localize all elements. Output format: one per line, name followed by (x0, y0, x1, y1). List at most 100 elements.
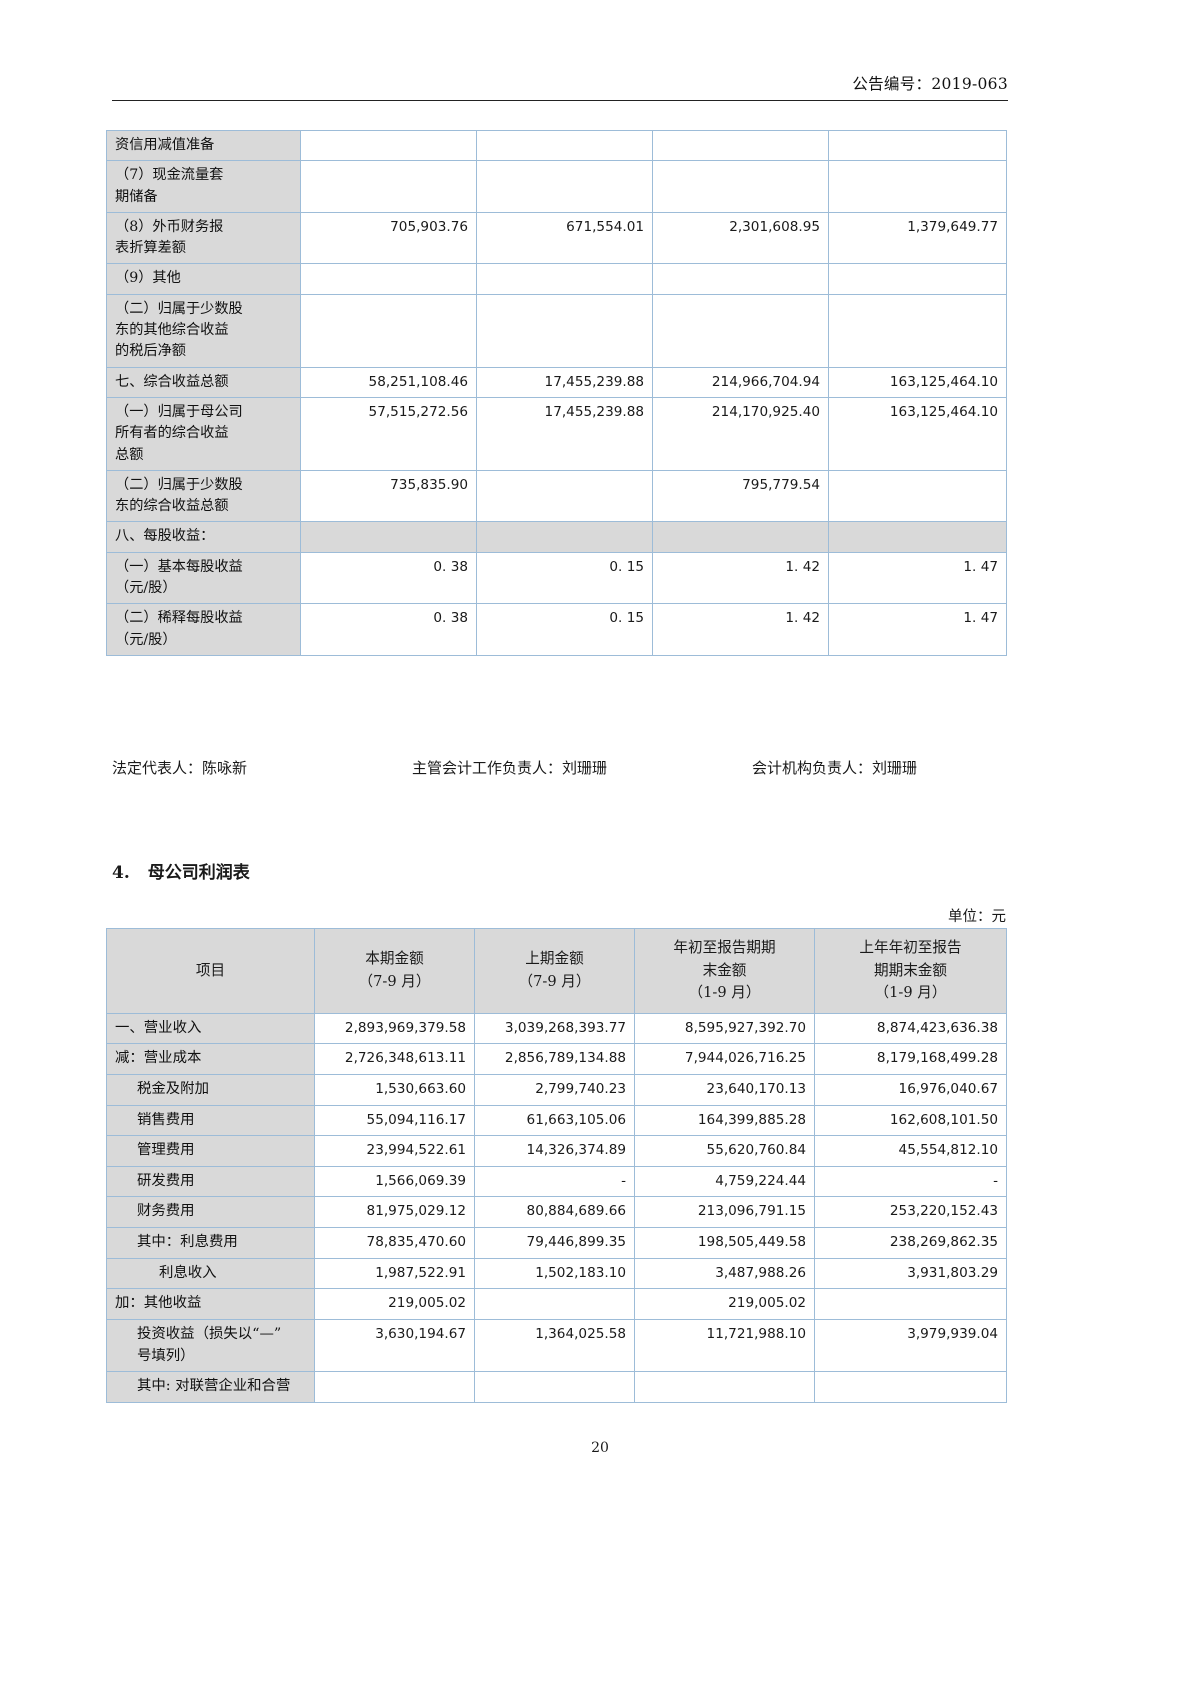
table-row: 八、每股收益： (106, 521, 1007, 553)
row-label: 投资收益（损失以“—” 号填列） (106, 1318, 315, 1373)
row-value-1: 219,005.02 (314, 1288, 475, 1320)
table-row: 加：其他收益 219,005.02 219,005.02 (106, 1288, 1007, 1320)
table-row: 销售费用 55,094,116.17 61,663,105.06 164,399,88… (106, 1104, 1007, 1137)
column-header-3: 上期金额 （7-9 月） (474, 928, 635, 1014)
row-label: （二）归属于少数股 东的其他综合收益 的税后净额 (106, 293, 301, 368)
row-value-1: 55,094,116.17 (314, 1104, 475, 1137)
row-label: （一）归属于母公司 所有者的综合收益 总额 (106, 396, 301, 471)
column-header-4: 年初至报告期期 末金额 （1-9 月） (634, 928, 815, 1014)
row-value-3: 1. 42 (652, 603, 829, 656)
row-value-2 (476, 129, 653, 162)
row-value-2 (474, 1288, 635, 1320)
table-row: 管理费用 23,994,522.61 14,326,374.89 55,620,760… (106, 1135, 1007, 1167)
row-value-2: 0. 15 (476, 551, 653, 605)
row-label: 销售费用 (106, 1104, 315, 1137)
table-row: 税金及附加 1,530,663.60 2,799,740.23 23,640,170.… (106, 1074, 1007, 1106)
parent-income-body: 一、营业收入 2,893,969,379.58 3,039,268,393.77 8,… (106, 1012, 1007, 1403)
row-value-2: 671,554.01 (476, 211, 653, 265)
row-label: 税金及附加 (106, 1074, 315, 1106)
row-label: （7）现金流量套 期储备 (106, 160, 301, 213)
row-value-3: 23,640,170.13 (634, 1074, 815, 1106)
row-value-3 (652, 160, 829, 213)
row-value-4 (828, 263, 1007, 295)
row-label: 一、营业收入 (106, 1012, 315, 1045)
row-value-1: 0. 38 (300, 603, 477, 656)
column-header-1: 项目 (106, 928, 315, 1014)
comprehensive-income-table: 资信用减值准备 （7）现金流量套 期储备 （8）外币财务报 表折算差额 705,903… (106, 129, 1007, 656)
row-value-1: 2,893,969,379.58 (314, 1012, 475, 1045)
row-value-3: 213,096,791.15 (634, 1196, 815, 1229)
row-value-3: 11,721,988.10 (634, 1318, 815, 1373)
row-value-2 (476, 469, 653, 523)
row-value-4: 253,220,152.43 (814, 1196, 1007, 1229)
row-value-2: 14,326,374.89 (474, 1135, 635, 1167)
row-value-2: 3,039,268,393.77 (474, 1012, 635, 1045)
table-row: （7）现金流量套 期储备 (106, 160, 1007, 213)
row-value-4: - (814, 1165, 1007, 1198)
row-value-1 (314, 1371, 475, 1403)
legal-representative: 法定代表人：陈咏新 (112, 759, 248, 777)
row-value-2 (476, 293, 653, 368)
row-value-2: 79,446,899.35 (474, 1227, 635, 1259)
row-value-4: 162,608,101.50 (814, 1104, 1007, 1137)
page-number: 20 (591, 1440, 609, 1456)
row-value-2: - (474, 1165, 635, 1198)
row-value-4: 45,554,812.10 (814, 1135, 1007, 1167)
section-title: 母公司利润表 (147, 863, 250, 883)
row-value-3: 198,505,449.58 (634, 1227, 815, 1259)
table-header-row: 项目 本期金额 （7-9 月） 上期金额 （7-9 月） 年初至报告期期 末金额 （1… (106, 928, 1007, 1014)
row-value-4: 16,976,040.67 (814, 1074, 1007, 1106)
row-value-1 (300, 293, 477, 368)
row-value-1 (300, 160, 477, 213)
row-value-4 (828, 469, 1007, 523)
row-value-3: 2,301,608.95 (652, 211, 829, 265)
row-value-3: 8,595,927,392.70 (634, 1012, 815, 1045)
table-row: （二）归属于少数股 东的综合收益总额 735,835.90 795,779.54 (106, 469, 1007, 523)
row-value-1: 0. 38 (300, 551, 477, 605)
row-value-3 (652, 521, 829, 553)
row-value-1: 1,530,663.60 (314, 1074, 475, 1106)
table-row: 资信用减值准备 (106, 129, 1007, 162)
table-row: 七、综合收益总额 58,251,108.46 17,455,239.88 214,96… (106, 366, 1007, 398)
row-value-4: 163,125,464.10 (828, 396, 1007, 471)
row-value-2: 1,502,183.10 (474, 1257, 635, 1290)
row-value-3: 7,944,026,716.25 (634, 1043, 815, 1076)
table-row: （一）归属于母公司 所有者的综合收益 总额 57,515,272.56 17,455… (106, 396, 1007, 471)
row-label: （二）归属于少数股 东的综合收益总额 (106, 469, 301, 523)
row-value-2 (476, 521, 653, 553)
parent-income-header: 项目 本期金额 （7-9 月） 上期金额 （7-9 月） 年初至报告期期 末金额 （1… (106, 928, 1007, 1014)
row-value-1: 3,630,194.67 (314, 1318, 475, 1373)
row-value-1 (300, 521, 477, 553)
row-value-1: 23,994,522.61 (314, 1135, 475, 1167)
table-row: 投资收益（损失以“—” 号填列） 3,630,194.67 1,364,025.58… (106, 1318, 1007, 1373)
row-value-4 (828, 521, 1007, 553)
document-header: 公告编号：2019-063 (112, 72, 1008, 101)
row-value-2 (474, 1371, 635, 1403)
table-row: 利息收入 1,987,522.91 1,502,183.10 3,487,988.26… (106, 1257, 1007, 1290)
row-label: 七、综合收益总额 (106, 366, 301, 398)
row-value-3: 214,966,704.94 (652, 366, 829, 398)
row-value-4: 3,931,803.29 (814, 1257, 1007, 1290)
row-value-3: 214,170,925.40 (652, 396, 829, 471)
row-label: 八、每股收益： (106, 521, 301, 553)
row-label: 减：营业成本 (106, 1043, 315, 1076)
row-value-1: 705,903.76 (300, 211, 477, 265)
row-value-1: 58,251,108.46 (300, 366, 477, 398)
row-value-4 (814, 1371, 1007, 1403)
table-row: （一）基本每股收益 （元/股） 0. 38 0. 15 1. 42 1. 47 (106, 551, 1007, 605)
row-value-4: 1. 47 (828, 603, 1007, 656)
section-index: 4. (112, 863, 130, 883)
row-value-1: 1,566,069.39 (314, 1165, 475, 1198)
table-row: （8）外币财务报 表折算差额 705,903.76 671,554.01 2,301,… (106, 211, 1007, 265)
signature-line: 法定代表人：陈咏新 主管会计工作负责人：刘珊珊 会计机构负责人：刘珊珊 (112, 757, 1012, 778)
row-label: 利息收入 (106, 1257, 315, 1290)
row-value-4 (828, 129, 1007, 162)
row-value-3: 795,779.54 (652, 469, 829, 523)
table-row: 一、营业收入 2,893,969,379.58 3,039,268,393.77 8,… (106, 1012, 1007, 1045)
row-value-1: 735,835.90 (300, 469, 477, 523)
row-label: 资信用减值准备 (106, 129, 301, 162)
table-row: 其中: 对联营企业和合营 (106, 1371, 1007, 1403)
row-value-4: 1. 47 (828, 551, 1007, 605)
row-value-1: 81,975,029.12 (314, 1196, 475, 1229)
row-value-1 (300, 129, 477, 162)
